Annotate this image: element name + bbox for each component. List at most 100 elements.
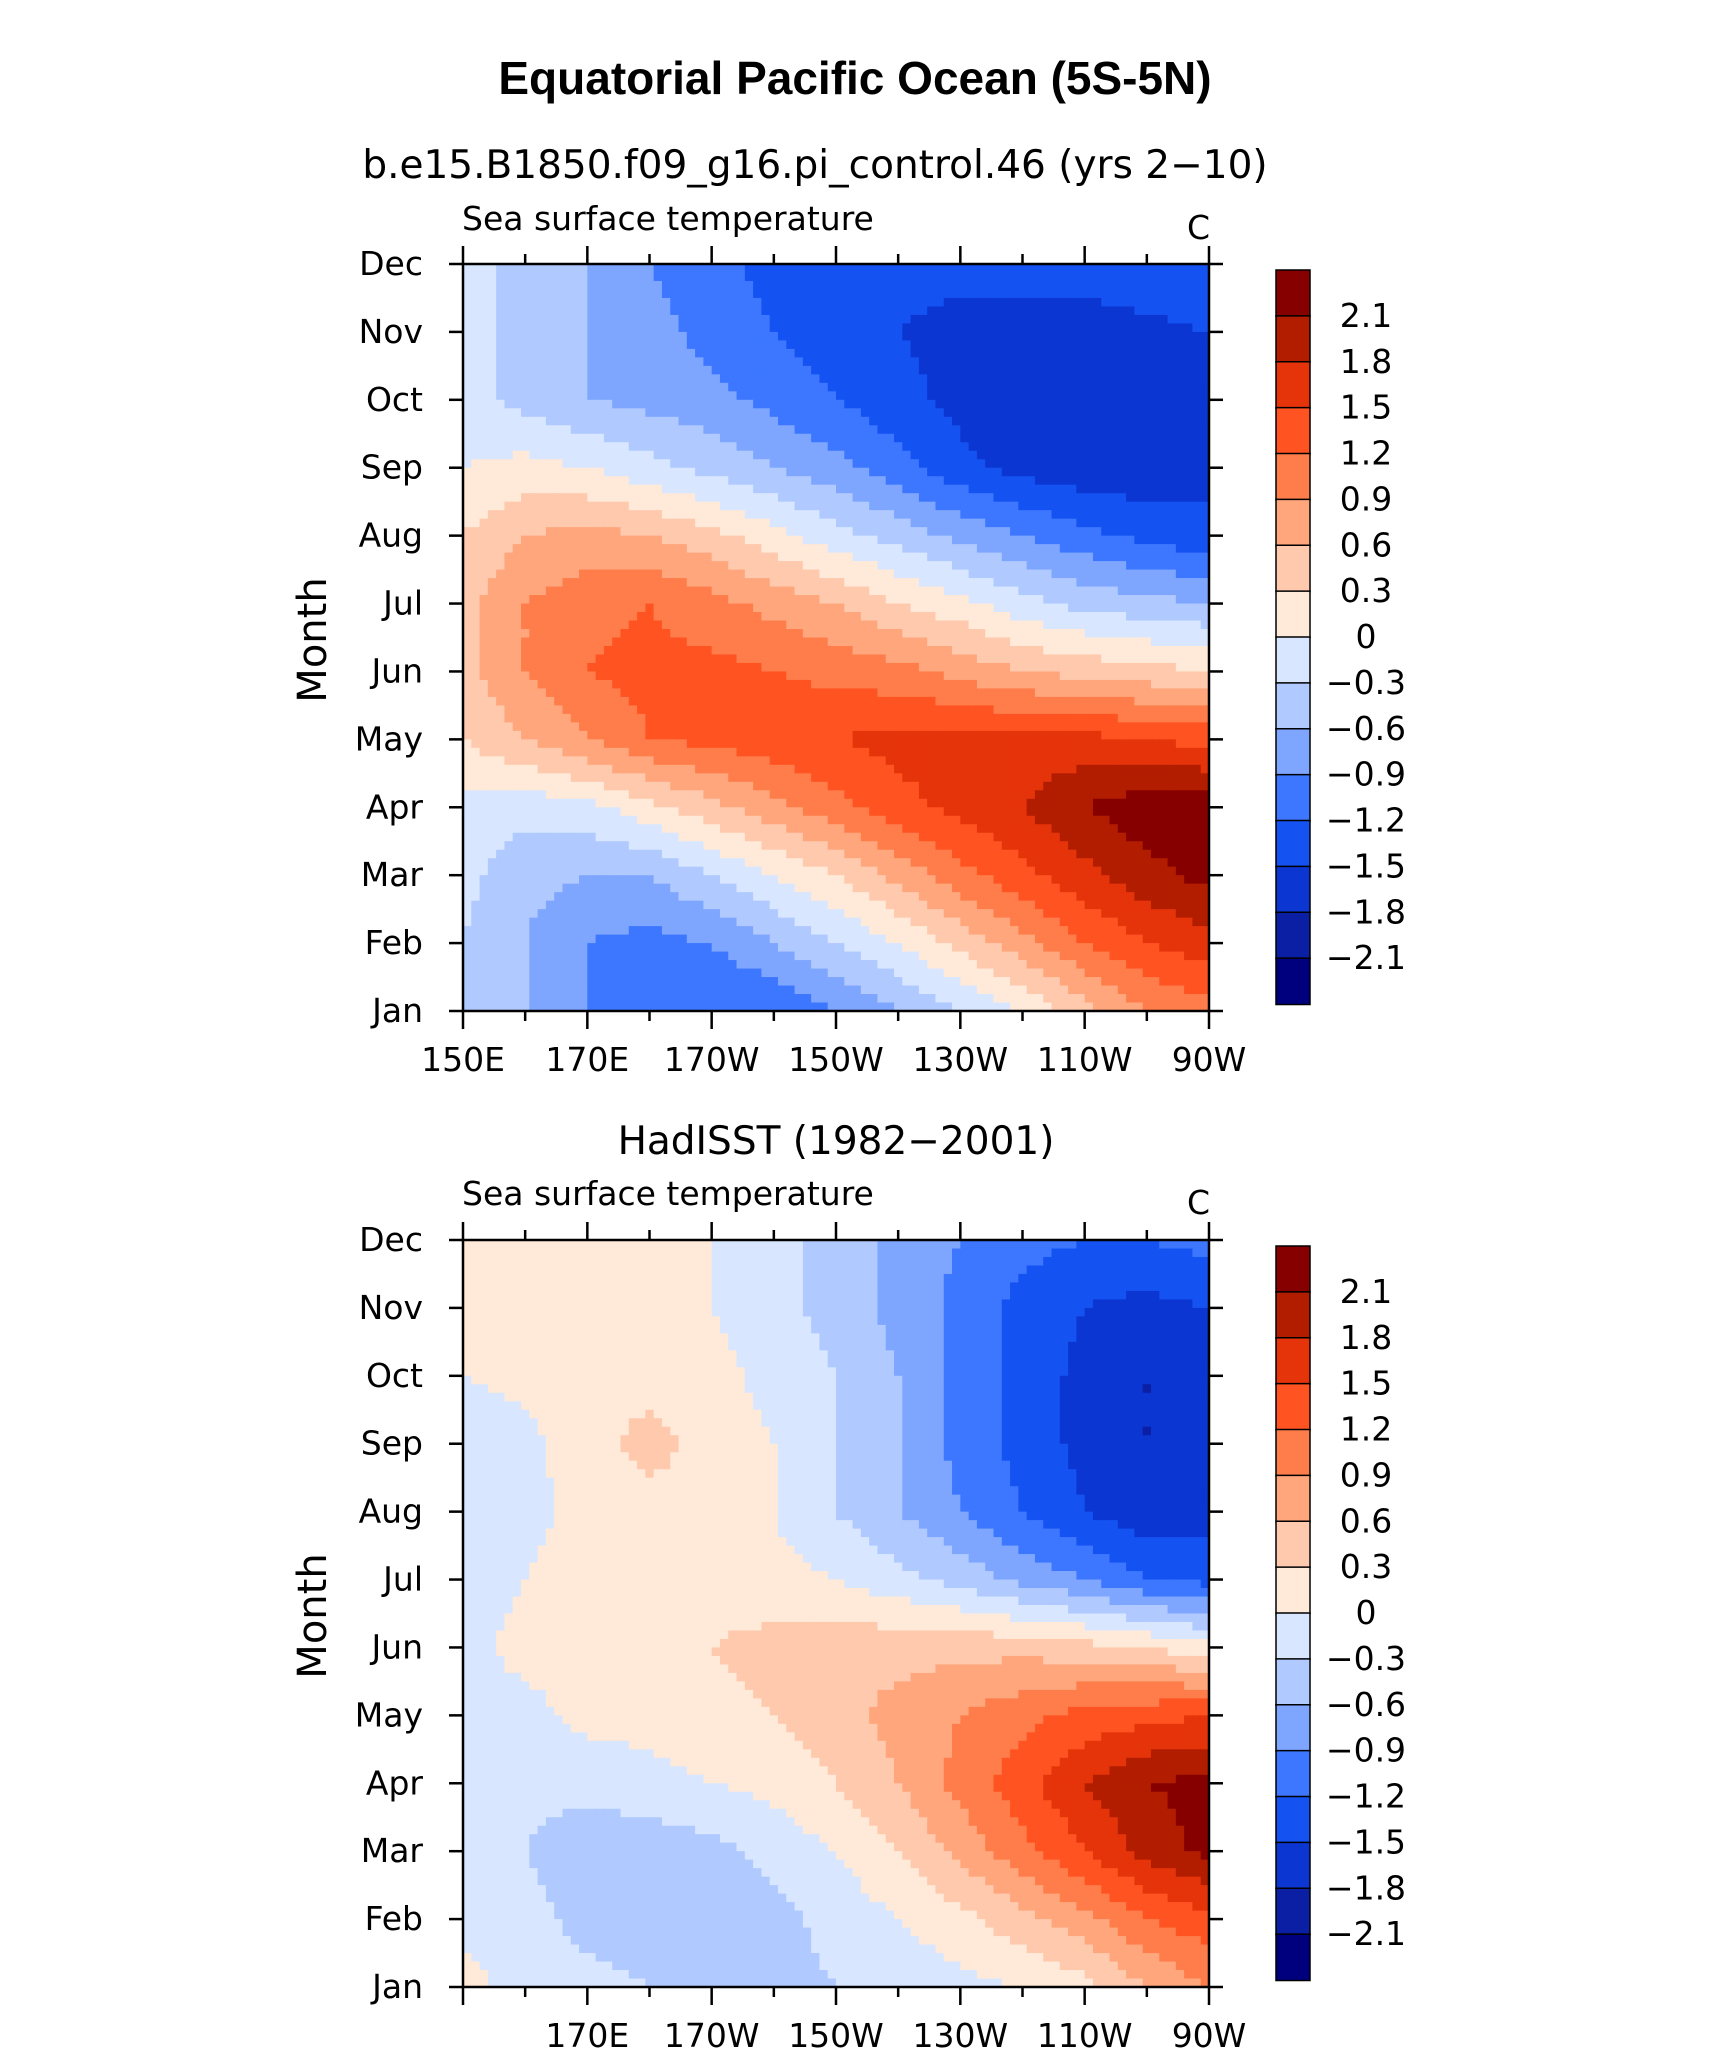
heatmap-cell [952,688,961,698]
heatmap-cell [927,391,937,401]
heatmap-cell [545,280,555,291]
heatmap-cell [512,314,522,325]
heatmap-cell [1068,679,1077,690]
heatmap-cell [703,306,713,316]
heatmap-cell [1084,399,1094,409]
heatmap-cell [918,501,928,511]
heatmap-cell [512,484,522,494]
heatmap-cell [976,569,986,579]
heatmap-cell [1134,340,1144,350]
heatmap-cell [860,272,870,282]
heatmap-cell [802,569,812,579]
heatmap-cell [894,620,903,630]
heatmap-cell [678,722,688,732]
heatmap-cell [786,289,796,299]
heatmap-cell [1068,629,1077,639]
heatmap-cell [1010,365,1019,375]
heatmap-cell [894,476,903,486]
heatmap-cell [1068,527,1077,537]
heatmap-cell [463,637,472,647]
heatmap-cell [1200,374,1210,384]
heatmap-cell [1167,272,1177,282]
heatmap-cell [587,510,597,520]
heatmap-cell [902,264,912,274]
heatmap-cell [976,425,986,435]
heatmap-cell [1101,399,1111,409]
heatmap-cell [968,595,978,605]
heatmap-cell [1068,357,1077,367]
heatmap-cell [1126,586,1135,596]
heatmap-cell [1026,425,1036,435]
heatmap-cell [521,544,530,554]
heatmap-cell [653,654,663,664]
heatmap-cell [811,561,821,571]
heatmap-cell [827,264,837,274]
heatmap-cell [1010,595,1019,605]
heatmap-cell [811,289,821,299]
heatmap-cell [1150,272,1160,282]
heatmap-cell [860,476,870,486]
heatmap-cell [1092,484,1102,494]
heatmap-cell [885,501,895,511]
heatmap-cell [637,603,646,613]
heatmap-cell [620,399,630,409]
heatmap-cell [1018,476,1028,486]
heatmap-cell [902,314,912,325]
heatmap-cell [1026,450,1036,460]
heatmap-cell [1059,331,1069,341]
heatmap-cell [910,612,920,622]
heatmap-cell [960,705,970,715]
heatmap-cell [1051,484,1061,494]
heatmap-cell [587,518,597,528]
heatmap-cell [885,603,895,613]
heatmap-cell [545,510,555,520]
heatmap-cell [1117,399,1127,409]
heatmap-cell [960,595,970,605]
heatmap-cell [836,527,845,537]
heatmap-cell [471,722,481,732]
heatmap-cell [935,662,945,673]
heatmap-cell [860,416,870,426]
heatmap-cell [811,696,821,707]
heatmap-cell [512,391,522,401]
heatmap-cell [885,688,895,698]
heatmap-cell [1059,450,1069,460]
heatmap-cell [595,722,605,732]
heatmap-cell [479,527,489,537]
heatmap-cell [678,450,688,460]
heatmap-cell [661,340,671,350]
heatmap-cell [869,264,879,274]
heatmap-cell [910,629,920,639]
heatmap-cell [1043,399,1053,409]
heatmap-cell [1010,705,1019,715]
heatmap-cell [1167,357,1177,367]
heatmap-cell [1043,357,1053,367]
heatmap-cell [827,416,837,426]
heatmap-cell [976,578,986,588]
heatmap-cell [603,705,613,715]
heatmap-cell [968,272,978,282]
heatmap-cell [512,306,522,316]
heatmap-cell [645,705,655,715]
heatmap-cell [653,459,663,469]
heatmap-cell [620,484,630,494]
heatmap-cell [1134,595,1144,605]
heatmap-cell [819,272,829,282]
heatmap-cell [463,416,472,426]
heatmap-cell [678,399,688,409]
heatmap-cell [786,645,796,656]
heatmap-cell [786,433,796,443]
heatmap-cell [1010,272,1019,282]
heatmap-cell [802,629,812,639]
heatmap-cell [1051,314,1061,325]
heatmap-cell [670,484,680,494]
heatmap-cell [653,629,663,639]
heatmap-cell [753,544,762,554]
heatmap-cell [1043,433,1053,443]
heatmap-cell [545,595,555,605]
heatmap-cell [968,561,978,571]
heatmap-cell [537,501,547,511]
heatmap-cell [628,297,638,308]
heatmap-cell [968,654,978,664]
heatmap-cell [811,399,821,409]
